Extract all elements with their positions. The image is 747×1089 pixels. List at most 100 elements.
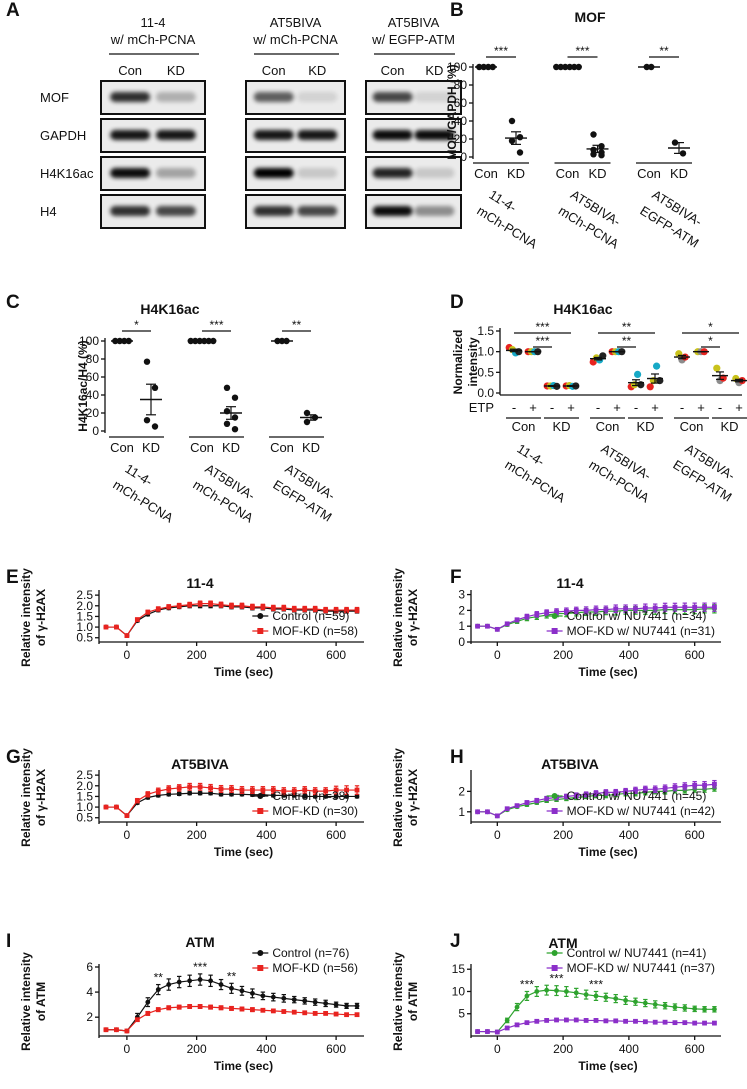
marker [613, 1018, 619, 1024]
y-tick-label: 40 [454, 114, 468, 128]
legend-key [252, 950, 269, 956]
marker [323, 1011, 329, 1016]
legend-label: MOF-KD (n=30) [272, 804, 358, 818]
marker [155, 987, 161, 992]
marker [302, 1010, 308, 1016]
x-tick-label: Con [556, 166, 580, 181]
blot-group-label: w/ EGFP-ATM [371, 32, 455, 47]
marker [218, 786, 224, 792]
x-tick-label: 400 [256, 828, 276, 842]
blot-band [297, 92, 338, 102]
marker [344, 787, 349, 793]
x-tick-label: 600 [685, 648, 705, 662]
legend-marker [257, 613, 264, 619]
row-label: H4 [40, 204, 57, 219]
marker [475, 809, 480, 815]
y-axis-label: MOF/GAPDH (%) [445, 64, 459, 159]
marker [312, 1011, 318, 1016]
marker [672, 784, 678, 790]
data-point [653, 362, 661, 370]
y-axis-label: Normalized [451, 330, 465, 395]
marker [563, 1017, 569, 1023]
marker [603, 789, 609, 795]
marker [682, 783, 688, 789]
marker [239, 988, 245, 994]
marker [623, 997, 629, 1003]
marker [354, 607, 360, 613]
etp-level: + [613, 400, 621, 415]
y-tick-label: 2 [458, 784, 465, 798]
etp-level: + [697, 400, 705, 415]
marker [544, 1018, 550, 1023]
marker [662, 1019, 668, 1025]
data-point [634, 370, 642, 378]
marker [544, 610, 550, 616]
marker [260, 604, 266, 610]
marker [218, 791, 224, 797]
error-bar [567, 384, 575, 387]
legend-marker [551, 793, 558, 799]
data-point [575, 63, 582, 71]
y-axis-label: of γ-H2AX [34, 589, 48, 646]
marker [633, 1018, 638, 1024]
blot-band [414, 168, 455, 178]
annotation: *** [550, 972, 564, 986]
x-tick-label: Con [110, 440, 134, 455]
y-axis-label: Relative intensity [19, 952, 33, 1051]
y-tick-label: 1.5 [477, 324, 494, 338]
marker [633, 999, 638, 1005]
marker [239, 603, 245, 609]
legend-label: Control w/ NU7441 (n=34) [567, 609, 707, 623]
marker [155, 788, 161, 794]
marker [593, 607, 599, 612]
etp-level: - [596, 400, 600, 415]
legend-marker [551, 965, 558, 971]
marker [176, 979, 182, 985]
marker [197, 784, 203, 790]
blot-band [155, 92, 196, 102]
legend-key [252, 613, 269, 619]
marker [312, 606, 318, 612]
x-axis-label: Time (sec) [214, 845, 273, 859]
marker [281, 1009, 287, 1014]
marker [134, 1017, 140, 1023]
x-tick-label: Con [270, 440, 294, 455]
blot-band [297, 130, 338, 140]
etp-level: - [550, 400, 554, 415]
y-tick-label: 2.0 [76, 779, 93, 793]
annotation: ** [227, 969, 237, 983]
marker [333, 1002, 339, 1008]
marker [124, 1028, 130, 1034]
panel-letter: C [6, 292, 20, 313]
marker [197, 601, 203, 607]
marker [270, 1008, 276, 1014]
panel-letter: E [6, 567, 19, 588]
marker [692, 782, 698, 788]
data-point [187, 337, 194, 345]
marker [633, 787, 638, 793]
x-tick-label: 400 [256, 648, 276, 662]
marker [563, 608, 569, 614]
legend-label: Control (n=59) [272, 609, 349, 623]
marker [166, 786, 172, 792]
blot-group-label: w/ mCh-PCNA [110, 32, 196, 47]
marker [613, 606, 619, 612]
x-tick-label: 0 [494, 648, 501, 662]
marker [250, 1007, 255, 1013]
marker [218, 1005, 224, 1011]
marker [583, 607, 589, 613]
error-bar [510, 348, 518, 353]
marker [583, 792, 589, 797]
marker [103, 624, 109, 630]
chart-title: 11-4 [186, 575, 213, 591]
marker [633, 606, 638, 612]
marker [176, 603, 182, 609]
data-point [516, 149, 524, 156]
annotation: *** [193, 960, 207, 974]
marker [124, 813, 130, 819]
marker [270, 994, 276, 1000]
marker [662, 604, 668, 610]
data-point [143, 358, 151, 365]
chart-title: AT5BIVA [541, 756, 599, 772]
x-tick-label: 200 [553, 648, 573, 662]
